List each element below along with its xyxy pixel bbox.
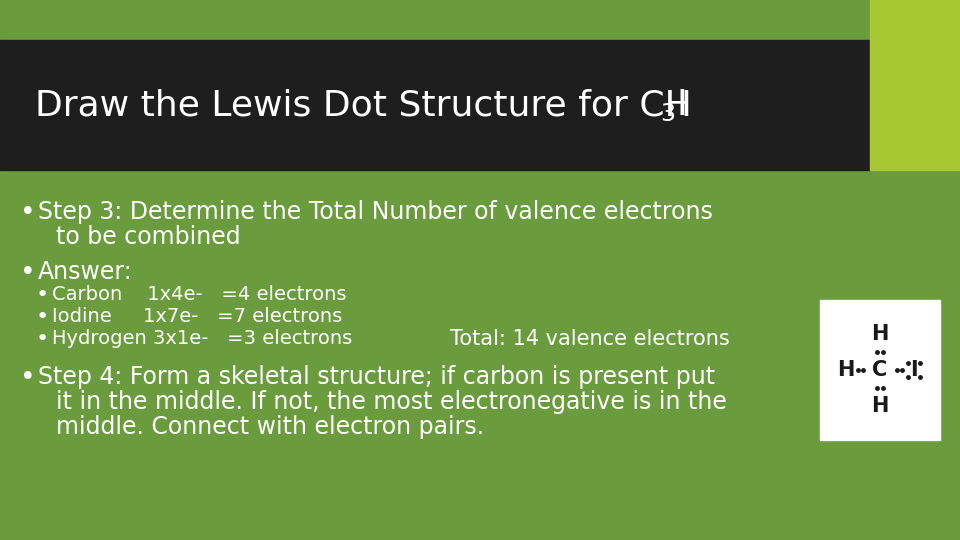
Text: •: • [20, 365, 36, 391]
Text: middle. Connect with electron pairs.: middle. Connect with electron pairs. [56, 415, 484, 439]
Text: Total: 14 valence electrons: Total: 14 valence electrons [450, 329, 730, 349]
Text: Step 3: Determine the Total Number of valence electrons: Step 3: Determine the Total Number of va… [38, 200, 713, 224]
Text: •: • [36, 307, 49, 327]
Text: H: H [872, 396, 889, 416]
Text: •: • [36, 329, 49, 349]
Text: Step 4: Form a skeletal structure; if carbon is present put: Step 4: Form a skeletal structure; if ca… [38, 365, 715, 389]
Text: Answer:: Answer: [38, 260, 132, 284]
Text: Carbon    1x4e-   =4 electrons: Carbon 1x4e- =4 electrons [52, 285, 347, 304]
Text: it in the middle. If not, the most electronegative is in the: it in the middle. If not, the most elect… [56, 390, 727, 414]
Text: to be combined: to be combined [56, 225, 241, 249]
Text: Iodine     1x7e-   =7 electrons: Iodine 1x7e- =7 electrons [52, 307, 343, 326]
Text: •: • [36, 285, 49, 305]
Bar [870, 0, 960, 170]
Text: •: • [20, 260, 36, 286]
Text: •: • [20, 200, 36, 226]
Text: I: I [910, 360, 918, 380]
Text: H: H [837, 360, 854, 380]
Text: 3: 3 [660, 102, 675, 126]
Text: Draw the Lewis Dot Structure for CH: Draw the Lewis Dot Structure for CH [35, 88, 692, 122]
Text: H: H [872, 324, 889, 344]
Bar [0, 40, 870, 170]
Text: C: C [873, 360, 888, 380]
Bar [820, 300, 940, 440]
Text: I: I [676, 88, 686, 122]
Text: Hydrogen 3x1e-   =3 electrons: Hydrogen 3x1e- =3 electrons [52, 329, 352, 348]
